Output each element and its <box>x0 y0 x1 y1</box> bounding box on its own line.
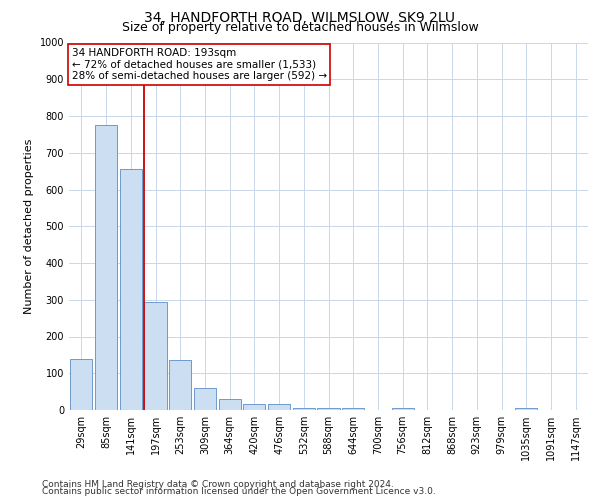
Bar <box>218 399 241 410</box>
Bar <box>119 170 142 410</box>
Bar <box>268 404 290 410</box>
Bar <box>515 408 538 410</box>
Bar <box>194 388 216 410</box>
Text: Contains HM Land Registry data © Crown copyright and database right 2024.: Contains HM Land Registry data © Crown c… <box>42 480 394 489</box>
Text: 34, HANDFORTH ROAD, WILMSLOW, SK9 2LU: 34, HANDFORTH ROAD, WILMSLOW, SK9 2LU <box>145 11 455 25</box>
Bar <box>293 408 315 410</box>
Bar <box>145 302 167 410</box>
Bar <box>392 408 414 410</box>
Bar <box>342 408 364 410</box>
Bar <box>317 408 340 410</box>
Text: 34 HANDFORTH ROAD: 193sqm
← 72% of detached houses are smaller (1,533)
28% of se: 34 HANDFORTH ROAD: 193sqm ← 72% of detac… <box>71 48 327 81</box>
Text: Size of property relative to detached houses in Wilmslow: Size of property relative to detached ho… <box>122 21 478 34</box>
Bar <box>169 360 191 410</box>
Text: Contains public sector information licensed under the Open Government Licence v3: Contains public sector information licen… <box>42 487 436 496</box>
Bar <box>243 404 265 410</box>
Bar <box>70 358 92 410</box>
Bar <box>95 125 117 410</box>
Y-axis label: Number of detached properties: Number of detached properties <box>24 138 34 314</box>
